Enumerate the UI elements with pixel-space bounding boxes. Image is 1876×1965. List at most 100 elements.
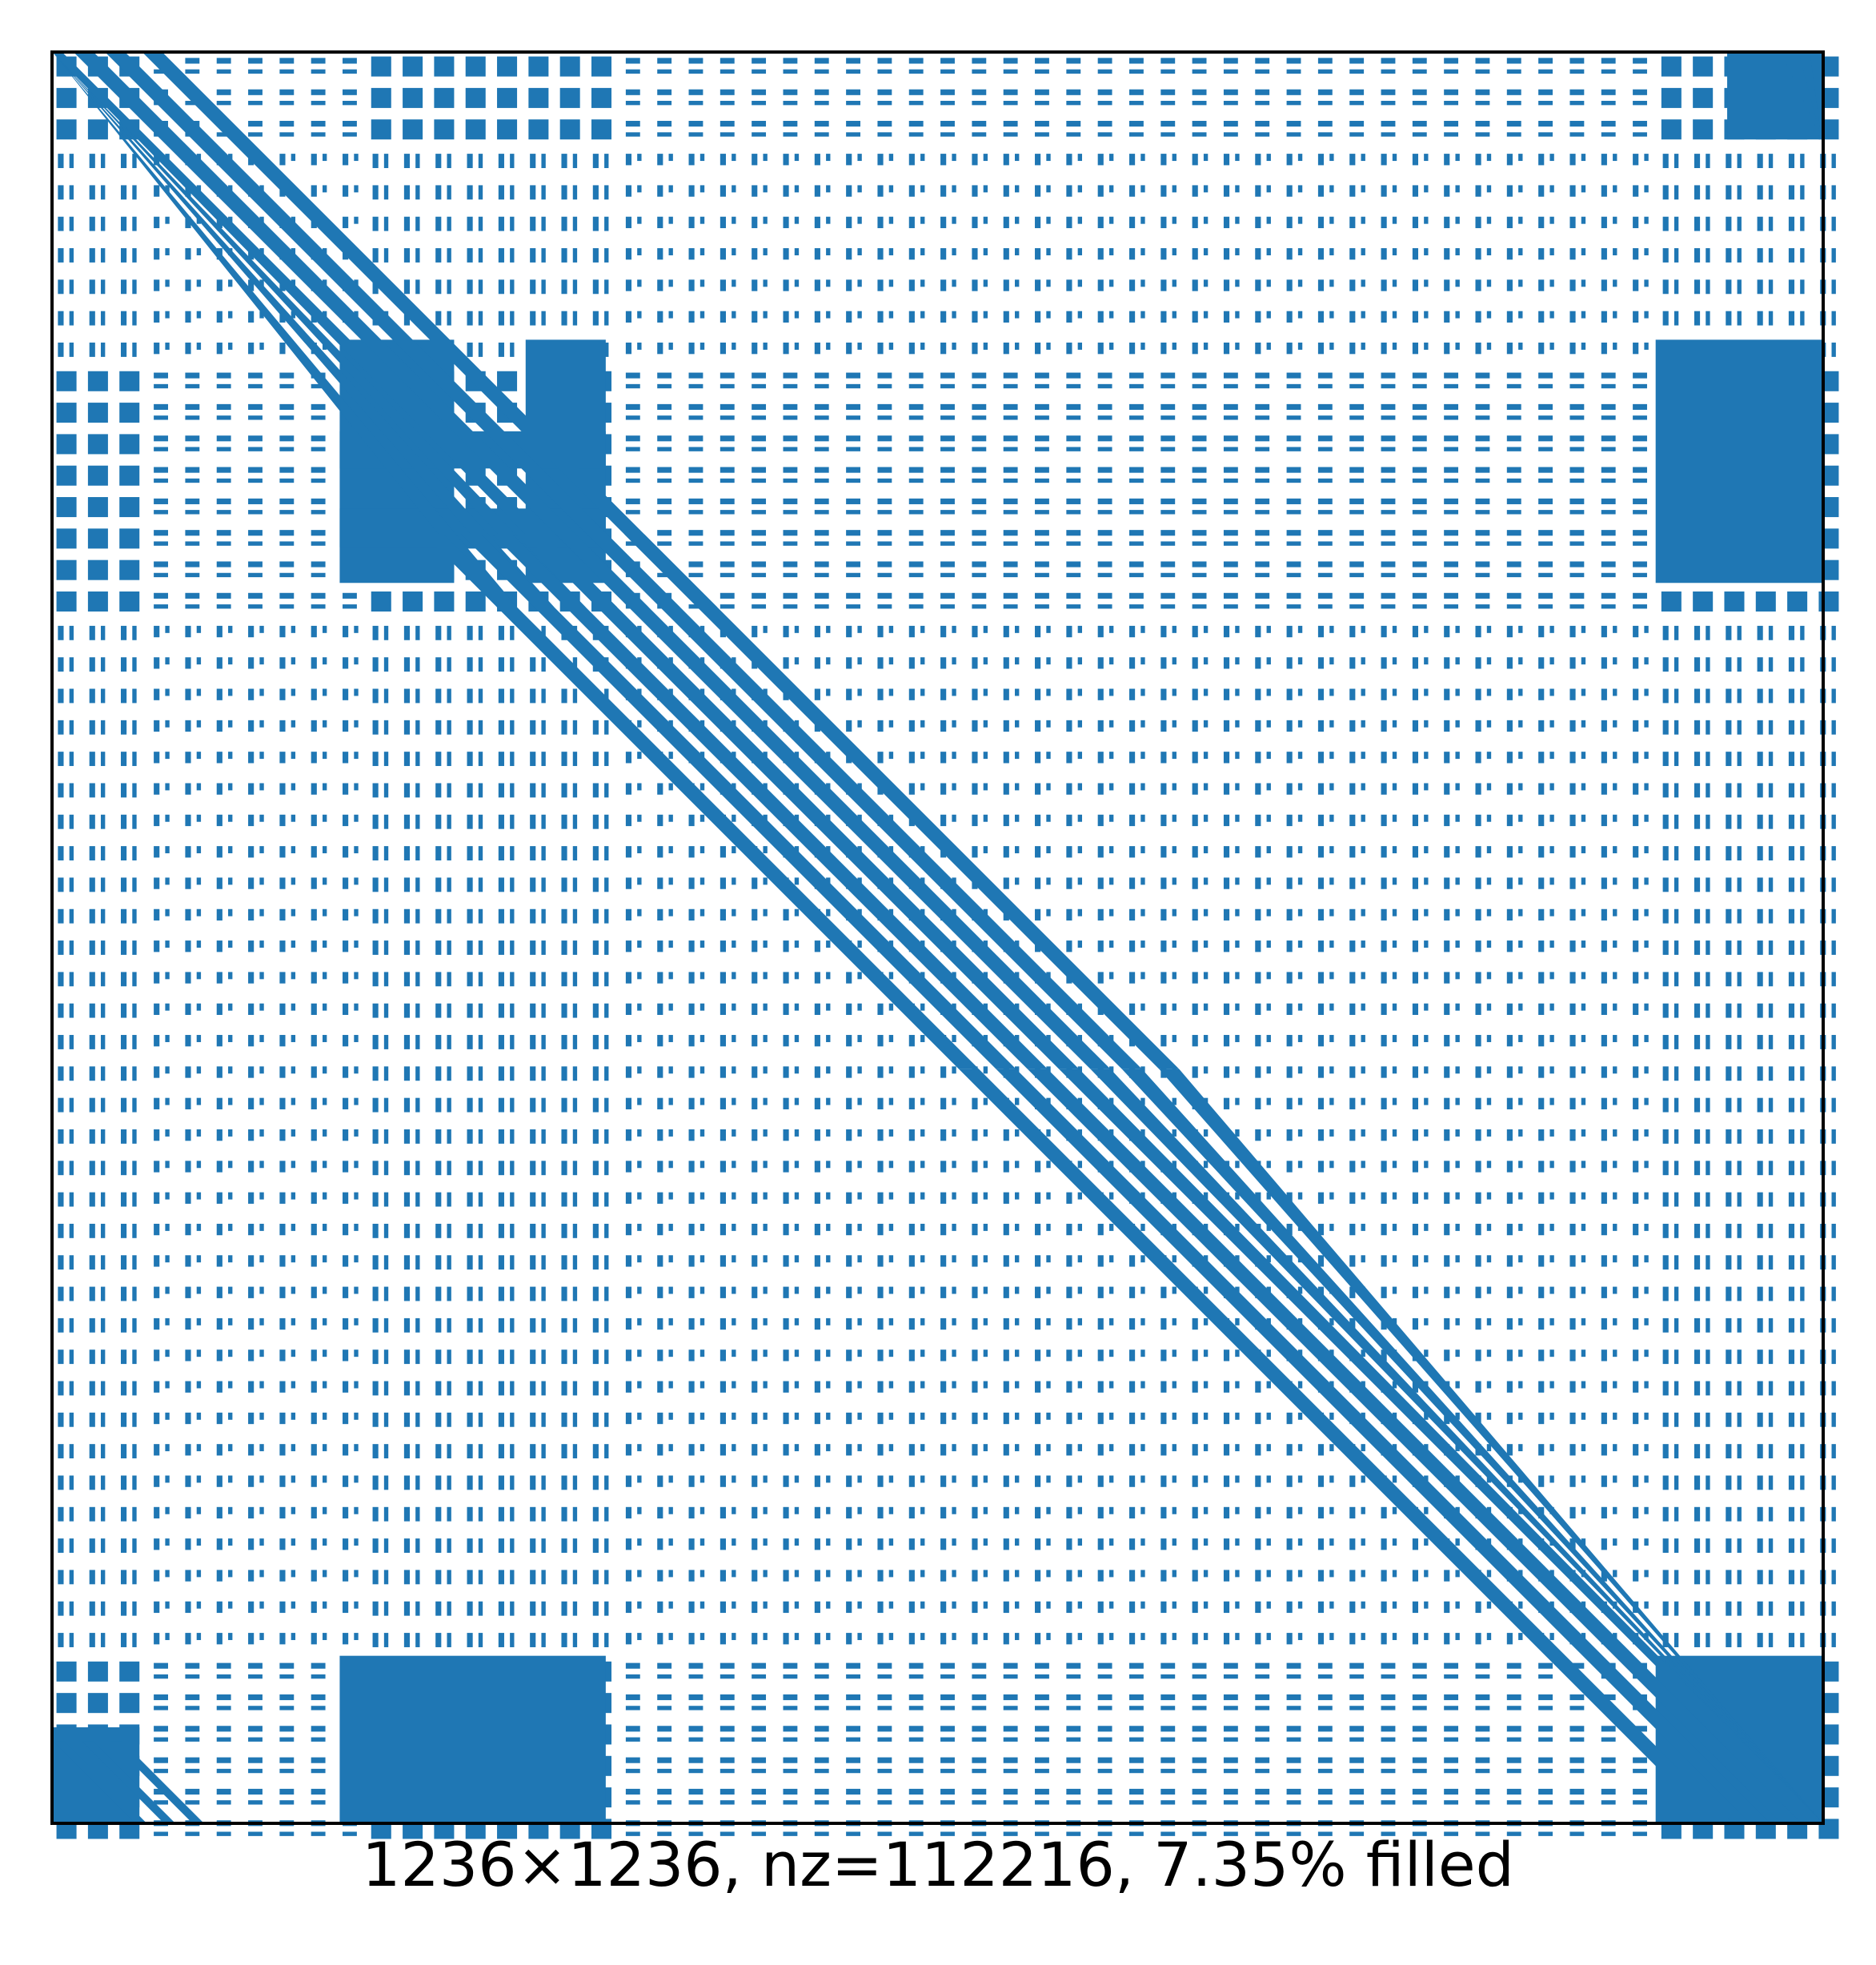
nonzero-entry: [952, 1192, 956, 1200]
nonzero-entry: [1424, 752, 1429, 760]
nonzero-run-vertical: [561, 216, 567, 231]
nonzero-run-vertical: [1737, 1003, 1742, 1018]
nonzero-entry: [1317, 1444, 1325, 1456]
nonzero-entry: [908, 1317, 915, 1330]
nonzero-run-vertical: [467, 846, 473, 860]
nonzero-run-vertical: [447, 1286, 451, 1301]
nonzero-entry: [1286, 216, 1293, 229]
nonzero-run-horizontal: [1003, 403, 1018, 411]
nonzero-run-horizontal: [1381, 89, 1396, 95]
nonzero-entry: [699, 1255, 705, 1263]
nonzero-entry: [1392, 1255, 1397, 1263]
nonzero-run-vertical: [478, 846, 483, 860]
nonzero-run-vertical: [1831, 1412, 1836, 1427]
nonzero-entry: [625, 311, 632, 323]
nonzero-run-vertical: [592, 1097, 599, 1113]
nonzero-run-horizontal: [625, 403, 640, 411]
nonzero-entry: [920, 752, 925, 760]
nonzero-run-vertical: [1788, 1381, 1795, 1396]
nonzero-entry: [794, 1444, 800, 1452]
nonzero-run-vertical: [467, 1444, 473, 1459]
nonzero-run-horizontal: [1286, 561, 1301, 567]
nonzero-run-vertical: [1706, 1066, 1710, 1081]
nonzero-entry: [165, 185, 170, 193]
nonzero-entry: [228, 1161, 233, 1169]
nonzero-run-horizontal: [343, 69, 357, 74]
nonzero-entry: [888, 216, 894, 224]
nonzero-run-horizontal: [1035, 604, 1049, 609]
nonzero-run-vertical: [383, 940, 389, 955]
nonzero-run-horizontal: [1538, 121, 1553, 127]
nonzero-entry: [1097, 972, 1104, 984]
nonzero-entry: [877, 343, 884, 355]
nonzero-run-vertical: [530, 1035, 536, 1049]
nonzero-run-vertical: [435, 940, 442, 955]
nonzero-entry: [1581, 877, 1586, 885]
nonzero-run-vertical: [1706, 185, 1710, 200]
nonzero-run-vertical: [372, 1381, 379, 1396]
nonzero-run-horizontal: [1223, 403, 1238, 411]
nonzero-run-horizontal: [1286, 592, 1301, 599]
nonzero-run-vertical: [435, 1317, 442, 1333]
nonzero-run-vertical: [1662, 1161, 1669, 1176]
nonzero-entry: [1549, 1192, 1554, 1200]
nonzero-entry: [1286, 972, 1293, 984]
nonzero-run-horizontal: [688, 541, 704, 546]
nonzero-run-horizontal: [688, 572, 704, 578]
nonzero-entry: [1297, 1381, 1303, 1389]
nonzero-entry: [323, 154, 327, 162]
nonzero-entry: [1412, 908, 1419, 921]
nonzero-run-horizontal: [940, 89, 955, 95]
nonzero-entry: [1097, 216, 1104, 229]
nonzero-entry: [196, 908, 202, 916]
nonzero-entry: [794, 1381, 800, 1389]
nonzero-entry: [196, 1223, 202, 1231]
nonzero-entry: [1506, 1192, 1513, 1204]
nonzero-run-vertical: [1694, 1097, 1701, 1113]
nonzero-entry: [1518, 877, 1523, 885]
nonzero-entry: [1317, 814, 1325, 827]
nonzero-entry: [1381, 1349, 1387, 1361]
nonzero-entry: [1361, 1097, 1365, 1105]
nonzero-run-vertical: [415, 688, 420, 704]
nonzero-entry: [1140, 1381, 1145, 1389]
nonzero-run-vertical: [572, 311, 578, 326]
nonzero-entry: [625, 908, 632, 921]
nonzero-entry: [1518, 814, 1523, 822]
nonzero-run-horizontal: [1066, 58, 1081, 64]
nonzero-run-vertical: [478, 216, 483, 231]
nonzero-run-horizontal: [783, 415, 798, 420]
nonzero-run-vertical: [132, 720, 137, 735]
nonzero-entry: [165, 1192, 170, 1200]
nonzero-entry: [1317, 1097, 1325, 1109]
nonzero-run-vertical: [1662, 1255, 1669, 1270]
nonzero-run-vertical: [89, 1097, 95, 1113]
nonzero-entry: [1329, 1003, 1334, 1011]
nonzero-run-horizontal: [752, 100, 767, 106]
nonzero-entry: [323, 1003, 327, 1011]
nonzero-run-vertical: [498, 1003, 504, 1018]
nonzero-entry: [1035, 877, 1041, 889]
nonzero-run-vertical: [69, 783, 74, 798]
nonzero-entry: [354, 908, 359, 916]
nonzero-entry: [354, 625, 359, 633]
nonzero-entry: [720, 1223, 726, 1236]
nonzero-entry: [1297, 311, 1303, 319]
nonzero-entry: [1097, 1223, 1104, 1236]
nonzero-run-horizontal: [940, 572, 955, 578]
nonzero-entry: [1329, 154, 1334, 162]
nonzero-entry: [699, 154, 705, 162]
nonzero-run-vertical: [1768, 248, 1774, 263]
nonzero-entry: [1518, 154, 1523, 162]
nonzero-block: [87, 497, 108, 518]
nonzero-run-horizontal: [940, 447, 955, 451]
nonzero-run-horizontal: [1569, 415, 1585, 420]
nonzero-entry: [248, 311, 255, 323]
nonzero-entry: [625, 216, 632, 229]
nonzero-run-horizontal: [1192, 415, 1207, 420]
nonzero-run-horizontal: [877, 592, 892, 599]
nonzero-entry: [1046, 625, 1051, 633]
nonzero-run-vertical: [467, 1097, 473, 1113]
nonzero-entry: [794, 1129, 800, 1137]
nonzero-entry: [354, 814, 359, 822]
